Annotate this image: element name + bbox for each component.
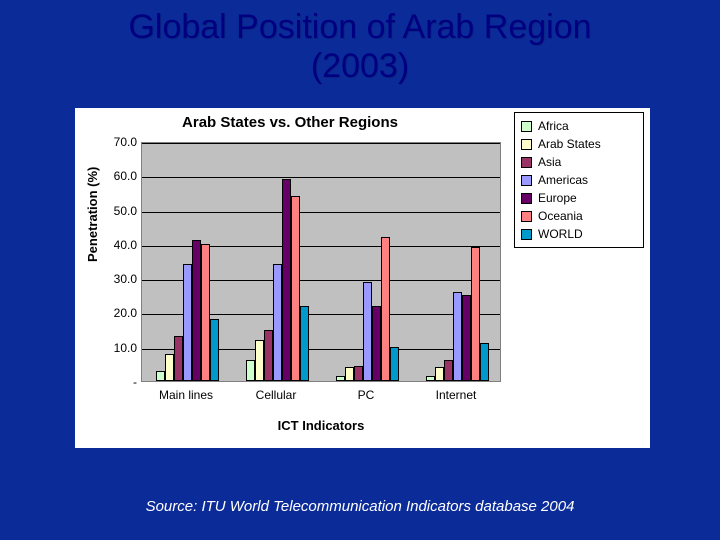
x-axis-title: ICT Indicators	[141, 418, 501, 433]
legend-item: Arab States	[521, 135, 637, 153]
chart-panel: Arab States vs. Other Regions AfricaArab…	[75, 108, 650, 448]
gridline	[142, 143, 500, 144]
bar	[174, 336, 183, 381]
legend-item: Asia	[521, 153, 637, 171]
gridline	[142, 212, 500, 213]
bar	[426, 376, 435, 381]
bar	[453, 292, 462, 381]
slide-title: Global Position of Arab Region (2003)	[0, 0, 720, 86]
bar	[246, 360, 255, 381]
bar	[354, 366, 363, 381]
legend-label: Asia	[538, 153, 561, 171]
legend: AfricaArab StatesAsiaAmericasEuropeOcean…	[514, 112, 644, 248]
bar	[462, 295, 471, 381]
bar	[255, 340, 264, 381]
x-category-label: Main lines	[141, 388, 231, 402]
legend-swatch	[521, 211, 532, 222]
bar	[471, 247, 480, 381]
y-tick-label: 10.0	[105, 341, 137, 355]
bar	[210, 319, 219, 381]
bar	[444, 360, 453, 381]
y-axis-title: Penetration (%)	[85, 167, 100, 262]
y-tick-label: 20.0	[105, 306, 137, 320]
legend-label: Africa	[538, 117, 569, 135]
legend-label: Arab States	[538, 135, 601, 153]
y-tick-label: 60.0	[105, 169, 137, 183]
y-tick-label: 30.0	[105, 272, 137, 286]
legend-item: Africa	[521, 117, 637, 135]
y-tick-label: -	[105, 375, 137, 389]
bar	[264, 330, 273, 381]
bar	[201, 244, 210, 381]
legend-swatch	[521, 229, 532, 240]
bar	[435, 367, 444, 381]
gridline	[142, 177, 500, 178]
title-line-2: (2003)	[311, 47, 409, 85]
legend-item: Americas	[521, 171, 637, 189]
legend-label: WORLD	[538, 225, 583, 243]
y-tick-label: 70.0	[105, 135, 137, 149]
y-tick-label: 50.0	[105, 204, 137, 218]
bar	[291, 196, 300, 381]
legend-label: Oceania	[538, 207, 583, 225]
legend-swatch	[521, 121, 532, 132]
bar	[282, 179, 291, 381]
bar	[390, 347, 399, 381]
legend-swatch	[521, 175, 532, 186]
source-text: Source: ITU World Telecommunication Indi…	[0, 498, 720, 515]
legend-swatch	[521, 157, 532, 168]
legend-label: Americas	[538, 171, 588, 189]
title-line-1: Global Position of Arab Region	[128, 8, 591, 46]
x-category-label: PC	[321, 388, 411, 402]
bar	[480, 343, 489, 381]
bar	[336, 376, 345, 381]
chart-title: Arab States vs. Other Regions	[75, 114, 505, 131]
y-tick-label: 40.0	[105, 238, 137, 252]
bar	[300, 306, 309, 381]
legend-item: Oceania	[521, 207, 637, 225]
bar	[372, 306, 381, 381]
plot-area	[141, 142, 501, 382]
bar	[192, 240, 201, 381]
x-category-label: Cellular	[231, 388, 321, 402]
bar	[183, 264, 192, 381]
bar	[381, 237, 390, 381]
legend-swatch	[521, 139, 532, 150]
bar	[156, 371, 165, 381]
bar	[345, 367, 354, 381]
x-category-label: Internet	[411, 388, 501, 402]
bar	[165, 354, 174, 381]
legend-item: WORLD	[521, 225, 637, 243]
legend-label: Europe	[538, 189, 577, 207]
legend-item: Europe	[521, 189, 637, 207]
bar	[273, 264, 282, 381]
bar	[363, 282, 372, 381]
legend-swatch	[521, 193, 532, 204]
